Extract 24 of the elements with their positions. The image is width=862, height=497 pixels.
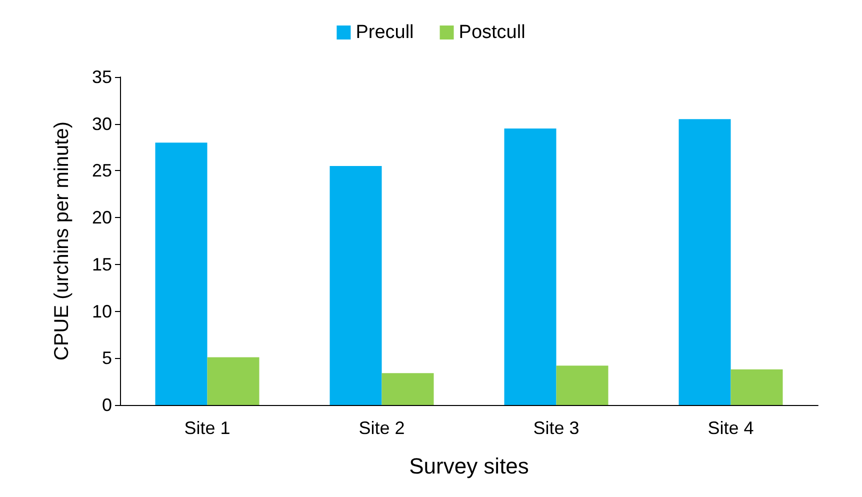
x-tick-label: Site 3 xyxy=(533,418,580,438)
y-tick-label: 35 xyxy=(92,67,112,87)
y-tick-label: 15 xyxy=(92,254,112,274)
y-axis-title: CPUE (urchins per minute) xyxy=(51,122,73,360)
bar xyxy=(730,369,783,405)
bar xyxy=(504,128,556,405)
legend-label: Precull xyxy=(356,22,414,43)
y-tick-label: 0 xyxy=(102,395,112,415)
y-tick-label: 25 xyxy=(92,160,112,181)
x-tick-label: Site 2 xyxy=(358,418,405,438)
bar xyxy=(556,366,608,405)
x-axis-title: Survey sites xyxy=(409,454,529,478)
bar xyxy=(330,166,382,405)
x-tick-label: Site 4 xyxy=(708,418,754,438)
y-tick-label: 10 xyxy=(92,301,112,322)
y-tick-label: 5 xyxy=(102,348,112,368)
y-tick-label: 20 xyxy=(92,208,112,228)
bar xyxy=(382,373,434,405)
bar xyxy=(207,357,260,405)
y-tick-label: 30 xyxy=(92,114,112,134)
legend-label: Postcull xyxy=(458,22,526,43)
bar xyxy=(678,119,731,405)
bar xyxy=(155,142,208,405)
x-tick-label: Site 1 xyxy=(184,418,230,438)
